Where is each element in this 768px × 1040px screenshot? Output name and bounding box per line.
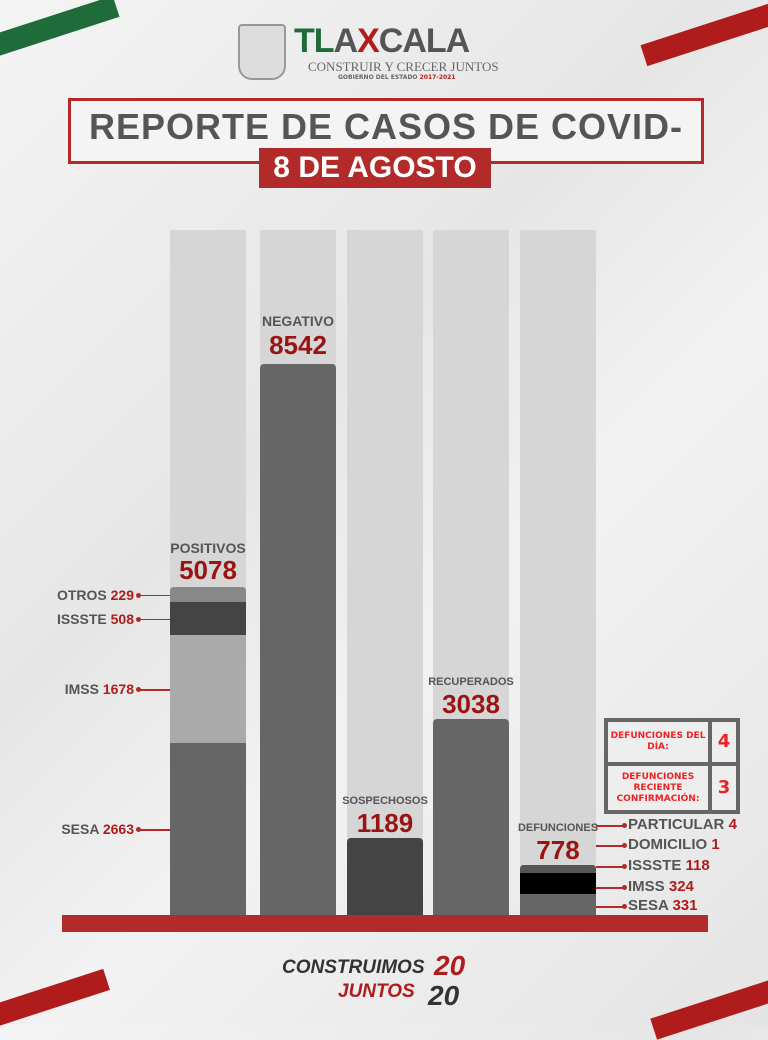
segment-sesa (170, 743, 246, 915)
defunciones-label-sesa: SESA 331 (628, 898, 698, 914)
segment-sesa (520, 894, 596, 915)
value: 1678 (103, 681, 134, 697)
column-bg-defunciones (520, 230, 596, 915)
segment-imss (520, 873, 596, 894)
report-date: 8 DE AGOSTO (259, 148, 491, 188)
positivos-label-imss: IMSS 1678 (65, 681, 134, 697)
leader-line (138, 595, 170, 597)
leader-line (138, 829, 170, 831)
label-recuperados: RECUPERADOS (413, 675, 529, 689)
leader-dot (136, 617, 141, 622)
chart-baseline (62, 915, 708, 932)
positivos-label-issste: ISSSTE 508 (57, 611, 134, 627)
label-sospechosos: SOSPECHOSOS (327, 794, 443, 808)
segment-issste (520, 865, 596, 873)
deaths-recent-row: DEFUNCIONES RECIENTE CONFIRMACIÓN:3 (608, 766, 736, 810)
value-sospechosos: 1189 (327, 810, 443, 836)
value: 118 (686, 857, 710, 874)
value: 4 (729, 816, 737, 833)
name: PARTICULAR (628, 816, 724, 833)
decor-stripe-red (641, 0, 768, 66)
leader-dot (622, 904, 627, 909)
name: ISSSTE (628, 857, 681, 874)
name: SESA (628, 897, 668, 914)
deaths-recent-label: DEFUNCIONES RECIENTE CONFIRMACIÓN: (608, 766, 708, 810)
leader-dot (136, 593, 141, 598)
value-positivos: 5078 (150, 557, 266, 583)
deaths-summary-box: DEFUNCIONES DEL DÍA:4 DEFUNCIONES RECIEN… (604, 718, 740, 814)
value: 331 (672, 897, 697, 914)
deaths-recent-value: 3 (712, 766, 736, 810)
name: SESA (61, 821, 99, 837)
leader-line (138, 619, 170, 621)
defunciones-label-imss: IMSS 324 (628, 879, 694, 895)
value-negativo: 8542 (240, 332, 356, 358)
decor-stripe-red-bottom (0, 969, 110, 1033)
value: 324 (669, 878, 694, 895)
footer-num1: 20 (434, 952, 465, 980)
brand-name: TLAXCALA (294, 22, 469, 60)
defunciones-label-issste: ISSSTE 118 (628, 858, 710, 874)
value: 508 (111, 611, 134, 627)
decor-stripe-green (0, 0, 119, 66)
positivos-label-sesa: SESA 2663 (61, 821, 134, 837)
footer-num2: 20 (428, 982, 459, 1010)
segment-issste (170, 602, 246, 635)
deaths-today-row: DEFUNCIONES DEL DÍA:4 (608, 722, 736, 762)
name: IMSS (65, 681, 99, 697)
tagline: CONSTRUIR Y CRECER JUNTOS (308, 60, 499, 73)
leader-dot (622, 823, 627, 828)
leader-dot (136, 687, 141, 692)
name: IMSS (628, 878, 665, 895)
defunciones-label-domicilio: DOMICILIO 1 (628, 837, 720, 853)
leader-dot (136, 827, 141, 832)
bar-negativo (260, 364, 336, 915)
leader-dot (622, 843, 627, 848)
value: 229 (111, 587, 134, 603)
label-negativo: NEGATIVO (240, 314, 356, 328)
segment-otros (170, 587, 246, 602)
footer-line1: CONSTRUIMOS (282, 958, 425, 978)
label-positivos: POSITIVOS (150, 541, 266, 555)
bar-defunciones (520, 865, 596, 915)
leader-dot (622, 885, 627, 890)
segment-imss (170, 635, 246, 743)
bar-sospechosos (347, 838, 423, 915)
value-defunciones: 778 (500, 837, 616, 863)
value: 1 (711, 836, 719, 853)
footer-line2: JUNTOS (338, 982, 415, 1002)
coat-of-arms-icon (238, 24, 286, 80)
footer-logo: CONSTRUIMOS JUNTOS 20 20 (282, 952, 482, 1012)
leader-dot (622, 864, 627, 869)
value: 2663 (103, 821, 134, 837)
positivos-label-otros: OTROS 229 (57, 587, 134, 603)
deaths-today-value: 4 (712, 722, 736, 762)
value-recuperados: 3038 (413, 691, 529, 717)
bar-recuperados (433, 719, 509, 915)
bar-positivos (170, 587, 246, 915)
government-label: GOBIERNO DEL ESTADO 2017-2021 (338, 74, 456, 81)
deaths-today-label: DEFUNCIONES DEL DÍA: (608, 722, 708, 762)
tlaxcala-logo: TLAXCALA CONSTRUIR Y CRECER JUNTOS GOBIE… (238, 24, 508, 80)
label-defunciones: DEFUNCIONES (500, 821, 616, 835)
name: DOMICILIO (628, 836, 707, 853)
decor-stripe-red-bottom-right (650, 972, 768, 1039)
leader-line (138, 689, 170, 691)
defunciones-label-particular: PARTICULAR 4 (628, 817, 737, 833)
name: ISSSTE (57, 611, 107, 627)
name: OTROS (57, 587, 107, 603)
